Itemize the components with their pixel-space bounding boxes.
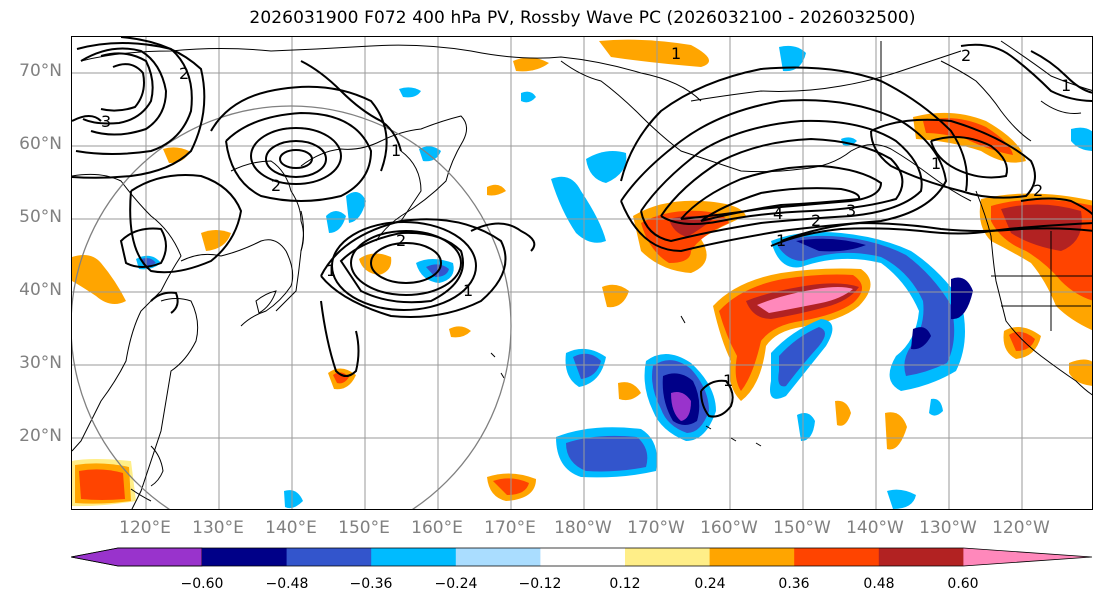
contour-label: 1 (776, 231, 786, 250)
colorbar-cell (202, 548, 288, 566)
lat-label-60n: 60°N (19, 134, 62, 154)
lon-label-160e: 160°E (411, 518, 463, 538)
colorbar-cell (286, 548, 372, 566)
contour-label: 1 (723, 371, 733, 390)
lat-label-20n: 20°N (19, 426, 62, 446)
colorbar-tick-label: 0.36 (778, 576, 810, 592)
lon-label-140w: 140°W (846, 518, 904, 538)
colorbar-cell (455, 548, 541, 566)
lon-label-150e: 150°E (338, 518, 390, 538)
lon-label-130e: 130°E (192, 518, 244, 538)
contour-label: 1 (1061, 76, 1071, 95)
colorbar-cell (71, 547, 203, 567)
map-graticule (72, 37, 1092, 509)
contour-label: 1 (671, 44, 681, 63)
map-title: 2026031900 F072 400 hPa PV, Rossby Wave … (249, 8, 916, 28)
contour-label: 1 (391, 141, 401, 160)
colorbar-tick-label: 0.24 (694, 576, 726, 592)
contour-label: 2 (1033, 181, 1043, 200)
lat-label-40n: 40°N (19, 280, 62, 300)
lat-label-70n: 70°N (19, 61, 62, 81)
map-canvas: 3 2 2 1 2 1 1 2 3 4 2 1 1 2 1 1 1 (72, 37, 1092, 509)
contour-label: 2 (811, 211, 821, 230)
colorbar-tick-label: −0.36 (349, 576, 393, 592)
pv-anomaly-shading (72, 39, 1092, 509)
lon-label-130w: 130°W (919, 518, 977, 538)
colorbar-outline (71, 547, 1093, 567)
range-circle (72, 105, 512, 509)
colorbar-cell (709, 548, 795, 566)
colorbar-tick-label: −0.48 (265, 576, 309, 592)
colorbar-cell (963, 548, 1092, 566)
contour-label: 2 (396, 231, 406, 250)
colorbar-cells (71, 547, 1093, 567)
colorbar-tick-label: 0.60 (947, 576, 979, 592)
contour-label: 4 (773, 204, 783, 223)
colorbar-cell (794, 548, 880, 566)
colorbar (71, 547, 1093, 567)
contour-label: 1 (463, 281, 473, 300)
contour-label: 2 (271, 176, 281, 195)
lon-label-140e: 140°E (265, 518, 317, 538)
lat-label-30n: 30°N (19, 353, 62, 373)
colorbar-tick-label: 0.12 (609, 576, 641, 592)
colorbar-tick-label: −0.24 (434, 576, 478, 592)
lon-label-150w: 150°W (773, 518, 831, 538)
contour-label: 2 (179, 64, 189, 83)
pv-contours (72, 37, 1092, 418)
colorbar-cell (878, 548, 964, 566)
colorbar-tick-label: 0.48 (863, 576, 895, 592)
colorbar-tick-label: −0.12 (518, 576, 562, 592)
lat-label-50n: 50°N (19, 207, 62, 227)
colorbar-cell (540, 548, 626, 566)
contour-label: 3 (101, 112, 111, 131)
contour-label: 1 (326, 261, 336, 280)
colorbar-tick-label: −0.60 (180, 576, 224, 592)
lon-label-120w: 120°W (992, 518, 1050, 538)
colorbar-cell (371, 548, 457, 566)
colorbar-cell (625, 548, 711, 566)
lon-label-160w: 160°W (700, 518, 758, 538)
lon-label-170w: 170°W (627, 518, 685, 538)
lon-label-180w: 180°W (554, 518, 612, 538)
contour-label: 3 (846, 201, 856, 220)
lon-label-120e: 120°E (119, 518, 171, 538)
map-panel: 3 2 2 1 2 1 1 2 3 4 2 1 1 2 1 1 1 (71, 36, 1093, 510)
contour-label: 2 (961, 46, 971, 65)
lon-label-170e: 170°E (484, 518, 536, 538)
contour-label: 1 (931, 154, 941, 173)
